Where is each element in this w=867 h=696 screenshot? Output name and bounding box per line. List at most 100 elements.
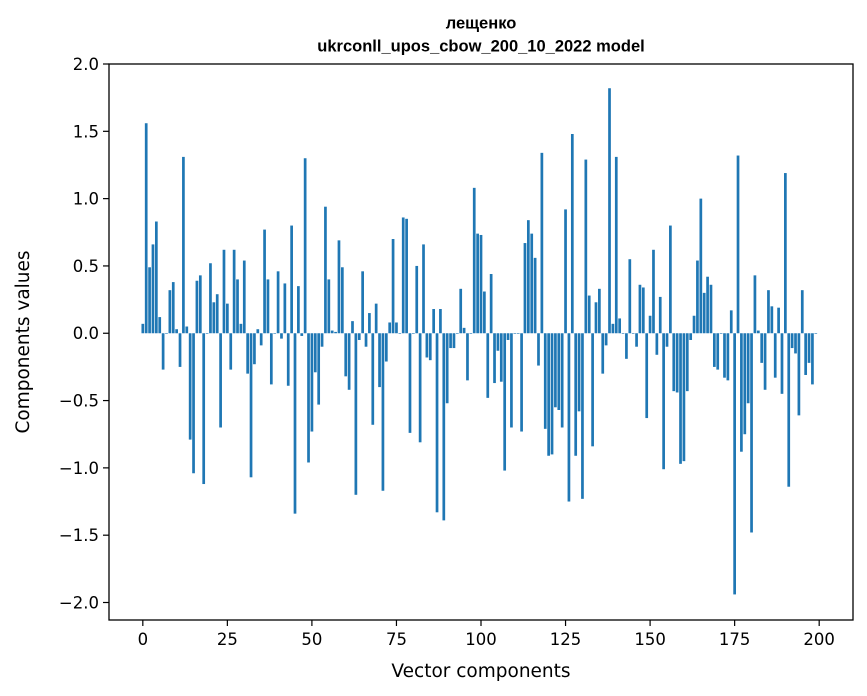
bar-34 [256, 329, 260, 334]
bar-29 [239, 323, 243, 334]
bar-92 [452, 333, 456, 349]
bar-32 [249, 333, 253, 478]
bar-98 [472, 187, 476, 334]
bar-14 [188, 333, 192, 440]
x-tick-label: 175 [719, 630, 751, 649]
bar-153 [658, 296, 662, 334]
bar-199 [814, 333, 818, 334]
bar-85 [428, 333, 432, 361]
x-tick-label: 0 [138, 630, 149, 649]
bar-125 [564, 209, 567, 334]
bar-134 [594, 302, 598, 334]
bar-177 [740, 333, 743, 452]
bar-62 [351, 321, 354, 334]
bar-127 [570, 134, 574, 334]
bar-161 [685, 333, 689, 392]
y-tick-label: 1.5 [73, 122, 99, 141]
bar-150 [648, 315, 652, 334]
bar-140 [614, 156, 618, 334]
bar-55 [327, 279, 331, 334]
y-tick-label: −1.0 [59, 459, 99, 478]
bar-39 [273, 333, 277, 334]
bar-50 [310, 333, 314, 432]
y-axis-ticks: 2.0 1.5 1.0 0.5 0.0 −0.5 −1.0 −1.5 −2.0 [59, 55, 109, 612]
bar-119 [543, 333, 547, 429]
bar-101 [483, 291, 486, 334]
bar-103 [489, 274, 493, 334]
bar-89 [442, 333, 446, 521]
bar-59 [340, 267, 344, 334]
bar-16 [195, 280, 199, 334]
x-tick-label: 25 [217, 630, 238, 649]
bar-132 [587, 295, 591, 334]
bar-79 [408, 333, 412, 433]
bar-8 [168, 290, 172, 334]
bar-66 [364, 333, 368, 347]
bar-196 [804, 333, 808, 375]
bar-80 [412, 333, 415, 334]
bar-133 [591, 333, 594, 447]
bar-130 [581, 333, 584, 499]
y-tick-label: −1.5 [59, 526, 99, 545]
x-axis-ticks: 0 25 50 75 100 125 150 175 200 [138, 620, 835, 649]
bar-191 [787, 333, 791, 487]
bar-61 [347, 333, 351, 390]
bar-22 [215, 294, 219, 334]
bar-184 [763, 333, 767, 390]
bar-162 [689, 333, 693, 340]
bar-54 [324, 206, 327, 334]
bar-149 [645, 333, 649, 419]
bar-172 [723, 333, 726, 378]
bar-0 [141, 323, 145, 334]
bar-68 [371, 333, 375, 425]
y-tick-label: 0.0 [73, 324, 99, 343]
bar-109 [510, 333, 513, 428]
bar-74 [391, 239, 395, 334]
bar-53 [320, 333, 324, 347]
bar-183 [760, 333, 764, 363]
bar-107 [503, 333, 507, 471]
bar-160 [682, 333, 686, 462]
bar-151 [652, 249, 655, 334]
x-tick-label: 200 [803, 630, 835, 649]
bar-186 [770, 306, 774, 334]
bar-113 [523, 243, 527, 334]
bar-81 [415, 265, 419, 334]
bar-24 [222, 249, 226, 334]
y-tick-label: −2.0 [59, 593, 99, 612]
bar-69 [374, 303, 378, 334]
x-tick-label: 100 [465, 630, 497, 649]
bar-118 [540, 152, 544, 334]
bar-152 [655, 333, 659, 355]
bar-95 [462, 327, 466, 334]
bar-27 [232, 249, 236, 334]
bar-195 [800, 290, 804, 334]
bar-185 [767, 290, 770, 334]
bar-193 [794, 333, 797, 354]
bar-116 [533, 257, 537, 334]
bar-174 [729, 310, 733, 334]
bar-37 [266, 279, 270, 334]
bar-75 [395, 322, 398, 334]
bar-63 [354, 333, 358, 495]
bar-40 [276, 271, 280, 334]
bar-44 [290, 225, 293, 334]
bar-187 [773, 333, 777, 378]
x-tick-label: 125 [550, 630, 582, 649]
bar-94 [459, 288, 463, 334]
bar-147 [638, 284, 642, 334]
bar-51 [313, 333, 317, 373]
bar-52 [317, 333, 321, 405]
bar-163 [692, 315, 696, 334]
bar-124 [560, 333, 564, 428]
bar-123 [557, 333, 561, 410]
bar-78 [405, 218, 408, 334]
bar-110 [513, 333, 517, 334]
bar-56 [330, 330, 334, 334]
bar-42 [283, 283, 287, 334]
bar-3 [151, 244, 155, 334]
bar-166 [702, 292, 706, 334]
bar-165 [699, 198, 703, 334]
bar-188 [777, 307, 780, 334]
